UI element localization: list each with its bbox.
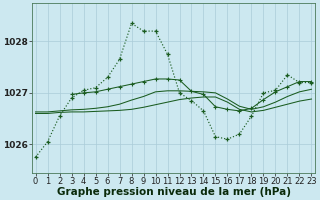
- X-axis label: Graphe pression niveau de la mer (hPa): Graphe pression niveau de la mer (hPa): [57, 187, 291, 197]
